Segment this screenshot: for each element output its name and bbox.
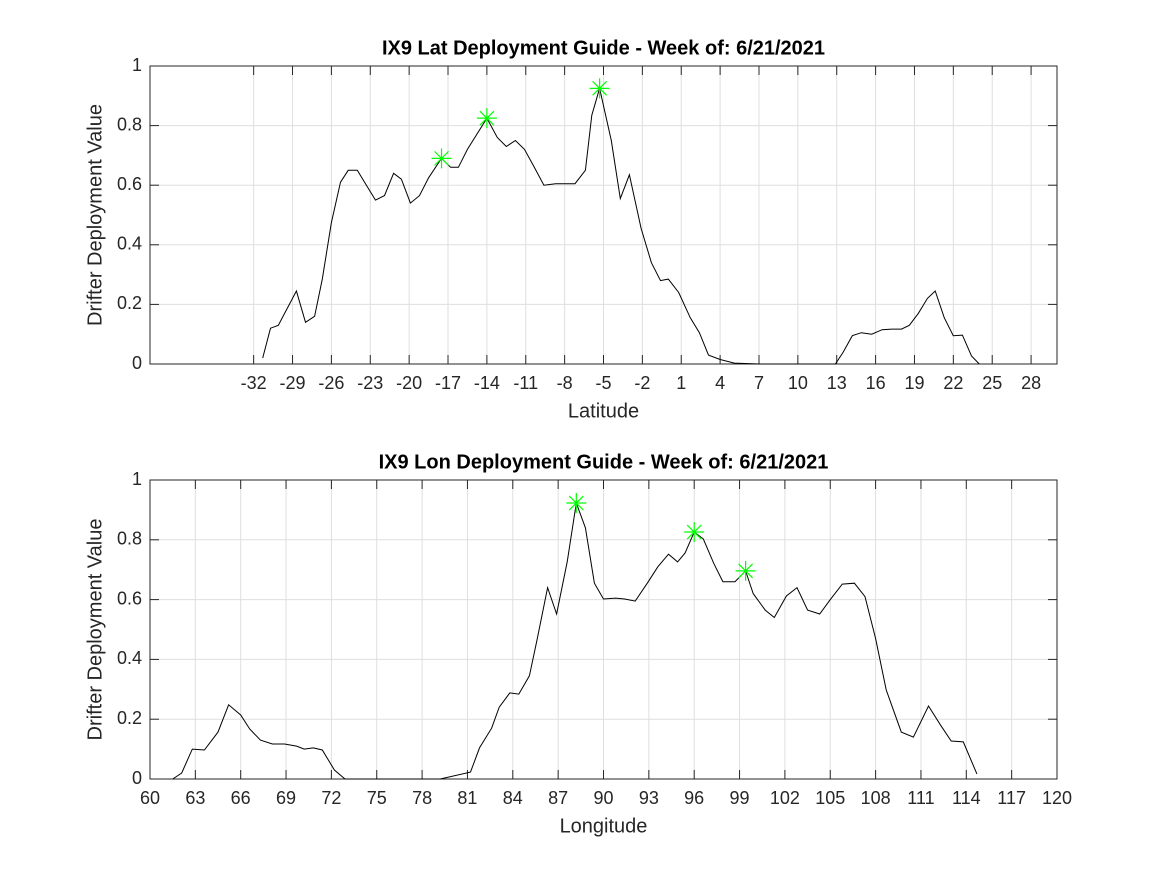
chart-title: IX9 Lon Deployment Guide - Week of: 6/21… [379, 451, 829, 473]
x-tick-label: 13 [827, 373, 847, 393]
x-tick-label: 90 [593, 788, 613, 808]
y-tick-label: 0.4 [117, 648, 142, 668]
x-tick-label: -5 [595, 373, 611, 393]
y-tick-label: 1 [132, 55, 142, 75]
x-tick-label: 120 [1042, 788, 1072, 808]
star-marker [431, 148, 452, 169]
x-tick-label: -14 [474, 373, 500, 393]
x-tick-label: -11 [513, 373, 538, 393]
y-tick-label: 1 [132, 469, 142, 489]
x-tick-label: -2 [634, 373, 650, 393]
y-tick-label: 0.6 [117, 588, 142, 608]
x-tick-label: 108 [861, 788, 891, 808]
x-tick-label: 81 [457, 788, 477, 808]
x-tick-label: 75 [367, 788, 387, 808]
star-marker [735, 560, 756, 581]
x-tick-label: -32 [241, 373, 267, 393]
axes-box [149, 479, 1058, 780]
x-tick-label: 99 [730, 788, 750, 808]
x-tick-label: 69 [276, 788, 296, 808]
x-tick-label: -26 [318, 373, 344, 393]
x-tick-label: 84 [503, 788, 523, 808]
y-tick-label: 0.8 [117, 114, 142, 134]
x-axis-label: Longitude [560, 815, 648, 837]
x-tick-label: -23 [357, 373, 383, 393]
x-tick-label: 114 [952, 788, 981, 808]
y-axis-label: Drifter Deployment Value [84, 519, 106, 741]
x-tick-label: 93 [639, 788, 659, 808]
y-tick-label: 0.4 [117, 234, 142, 254]
x-tick-label: 111 [907, 788, 934, 808]
y-tick-label: 0.6 [117, 174, 142, 194]
x-tick-label: 19 [904, 373, 924, 393]
y-tick-label: 0.2 [117, 708, 142, 728]
star-marker [566, 493, 587, 514]
x-tick-label: 78 [412, 788, 432, 808]
x-tick-label: -29 [280, 373, 306, 393]
x-tick-label: 7 [754, 373, 764, 393]
x-tick-label: 102 [770, 788, 800, 808]
x-tick-label: 25 [982, 373, 1002, 393]
axes-box [149, 65, 1058, 365]
x-tick-label: 4 [715, 373, 725, 393]
x-tick-label: -8 [557, 373, 573, 393]
x-tick-label: 66 [231, 788, 251, 808]
star-marker [476, 108, 497, 129]
chart-title: IX9 Lat Deployment Guide - Week of: 6/21… [382, 37, 825, 59]
y-tick-label: 0 [132, 768, 142, 788]
x-tick-label: 96 [684, 788, 704, 808]
y-tick-label: 0.8 [117, 529, 142, 549]
x-tick-label: -20 [396, 373, 422, 393]
data-line [172, 502, 978, 780]
y-tick-label: 0 [132, 353, 142, 373]
x-tick-label: 10 [788, 373, 808, 393]
x-tick-label: 22 [943, 373, 963, 393]
x-axis-label: Latitude [568, 400, 639, 422]
star-marker [684, 522, 705, 543]
x-tick-label: 105 [815, 788, 845, 808]
x-tick-label: 60 [140, 788, 160, 808]
x-tick-label: 72 [321, 788, 341, 808]
x-tick-label: 16 [866, 373, 886, 393]
x-tick-label: 28 [1021, 373, 1041, 393]
star-marker [589, 78, 610, 99]
data-line [262, 88, 980, 365]
y-axis-label: Drifter Deployment Value [84, 104, 106, 326]
y-tick-label: 0.2 [117, 293, 142, 313]
x-tick-label: -17 [435, 373, 461, 393]
x-tick-label: 87 [548, 788, 568, 808]
x-tick-label: 63 [185, 788, 205, 808]
x-tick-label: 1 [676, 373, 686, 393]
x-tick-label: 117 [997, 788, 1026, 808]
